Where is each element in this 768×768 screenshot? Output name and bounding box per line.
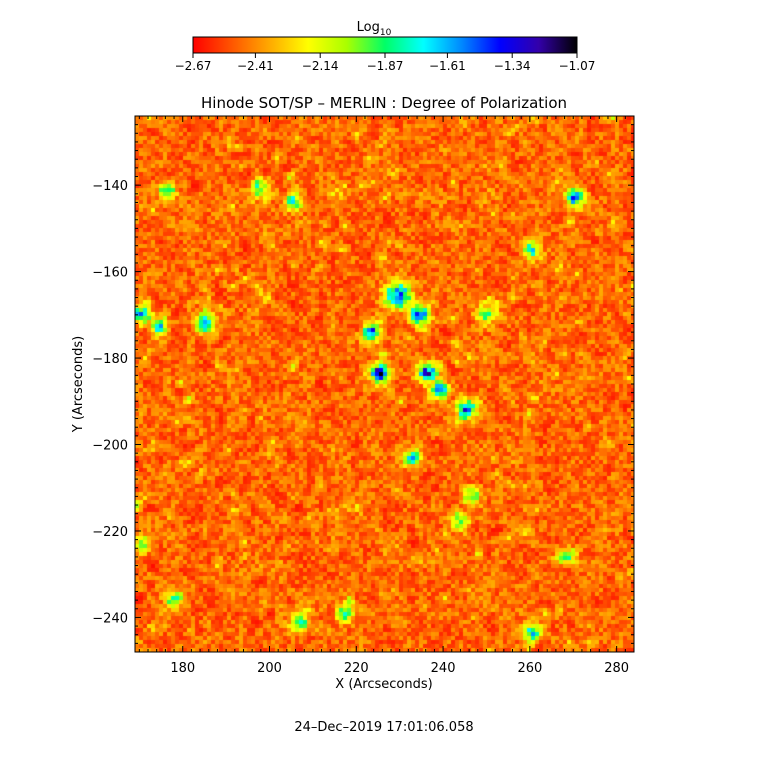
colorbar-gradient [192,36,578,54]
heatmap-container [135,116,634,652]
colorbar-tick-label: −1.87 [367,59,404,73]
y-tick-label: −220 [92,525,128,540]
x-axis-label: X (Arcseconds) [335,677,432,692]
colorbar: Log10 −2.67 −2.41 −2.14 −1.87 −1.61 −1.34 −1.0… [175,20,596,73]
x-tick-label: 260 [517,661,542,676]
y-axis-label: Y (Arcseconds) [71,336,86,433]
x-tick-label: 180 [170,661,195,676]
chart-title: Hinode SOT/SP – MERLIN : Degree of Polar… [201,94,567,112]
x-tick-label: 280 [604,661,629,676]
y-axis: −140 −160 −180 −200 −220 −240 [92,124,634,644]
y-tick-label: −160 [92,266,128,281]
x-tick-label: 200 [257,661,282,676]
x-axis: 180 200 220 240 260 280 [138,116,635,676]
heatmap-image [135,116,634,652]
x-tick-label: 220 [344,661,369,676]
colorbar-tick-label: −2.41 [237,59,274,73]
colorbar-tick-label: −2.14 [302,59,339,73]
y-tick-label: −200 [92,439,128,454]
y-tick-label: −140 [92,179,128,194]
plot-area [134,115,635,653]
colorbar-tick-label: −1.61 [429,59,466,73]
timestamp: 24–Dec–2019 17:01:06.058 [294,720,473,735]
colorbar-tick-label: −1.07 [559,59,596,73]
colorbar-ticks: −2.67 −2.41 −2.14 −1.87 −1.61 −1.34 −1.07 [175,53,596,73]
x-tick-label: 240 [431,661,456,676]
colorbar-tick-label: −2.67 [175,59,212,73]
y-tick-label: −240 [92,611,128,626]
colorbar-tick-label: −1.34 [494,59,531,73]
y-tick-label: −180 [92,352,128,367]
colorbar-label: Log10 [357,20,392,38]
